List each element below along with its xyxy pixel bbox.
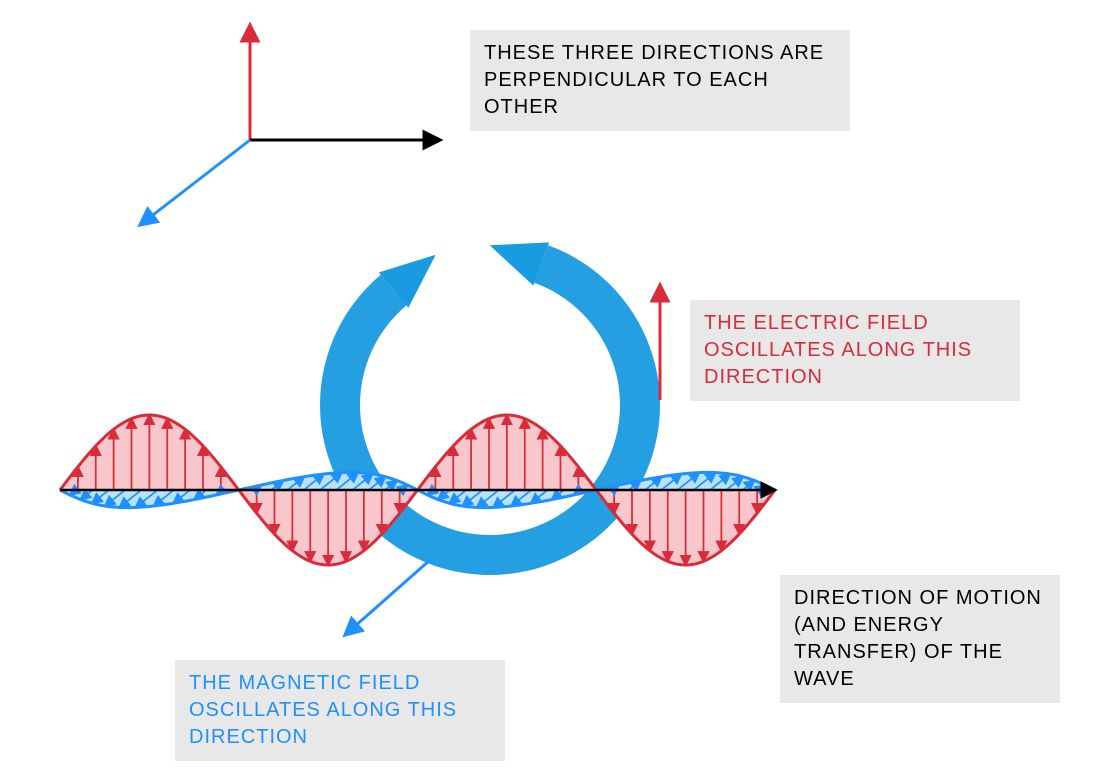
diagram-canvas [0,0,1100,775]
